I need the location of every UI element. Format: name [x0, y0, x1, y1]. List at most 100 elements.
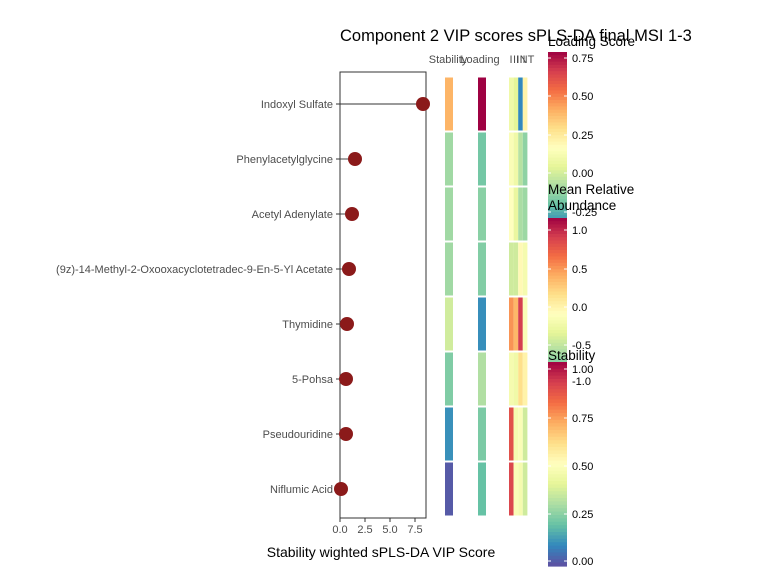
stability-cell: [445, 352, 453, 406]
lollipop-panel-border: [339, 71, 427, 519]
legend-tick-label: 0.5: [572, 264, 587, 276]
legend-color-step: [548, 256, 567, 261]
legend-color-step: [548, 333, 567, 337]
legend-title: Stability: [548, 348, 596, 363]
abundance-cell: [522, 132, 528, 186]
loading-cell: [478, 352, 486, 406]
lollipop-point: [345, 207, 359, 221]
legend-color-step: [548, 151, 567, 155]
legend-color-step: [548, 237, 567, 241]
legend-color-step: [548, 58, 567, 63]
legend-color-step: [548, 358, 567, 363]
abundance-cell: [518, 297, 523, 351]
legend-color-step: [548, 396, 567, 400]
legend-tick-label: 0.25: [572, 130, 593, 142]
legend-color-step: [548, 93, 567, 98]
abundance-cell: [509, 407, 514, 461]
legend-color-step: [548, 521, 567, 526]
abundance-cell: [509, 352, 514, 406]
legend-color-step: [548, 484, 567, 489]
legend-color-step: [548, 375, 567, 380]
legend-color-step: [548, 352, 567, 357]
legend-tick-label: 0.00: [572, 556, 593, 568]
legend-color-step: [548, 180, 567, 184]
legend-color-step: [548, 355, 567, 360]
legend-color-step: [548, 528, 567, 533]
legend-color-step: [548, 164, 567, 168]
legend-title: Abundance: [548, 198, 616, 213]
legend-tick-label: 0.0: [572, 302, 587, 314]
legend-tick-label: 1.0: [572, 225, 587, 237]
legend-color-step: [548, 125, 567, 130]
legend-color-step: [548, 419, 567, 424]
legend-color-step: [548, 542, 567, 547]
legend-color-step: [548, 205, 567, 210]
legend-color-step: [548, 64, 567, 69]
loading-cell: [478, 407, 486, 461]
legend-color-step: [548, 368, 567, 373]
legend-color-step: [548, 288, 567, 293]
legend-color-step: [548, 336, 567, 341]
legend-tick-label: -0.5: [572, 340, 591, 352]
legend-color-step: [548, 447, 567, 451]
legend-title: Mean Relative: [548, 182, 634, 197]
abundance-cell: [513, 352, 519, 406]
y-tick-label: Thymidine: [282, 319, 333, 331]
legend-color-step: [548, 154, 567, 159]
legend-color-step: [548, 202, 567, 207]
chart-title: Component 2 VIP scores sPLS-DA final MSI…: [340, 27, 692, 45]
legend-color-step: [548, 457, 567, 462]
legend-color-step: [548, 372, 567, 377]
abundance-cell: [513, 242, 519, 296]
abundance-cell: [509, 297, 514, 351]
legend-color-step: [548, 282, 567, 286]
legend-color-step: [548, 389, 567, 394]
legend-color-step: [548, 423, 567, 428]
legend-color-step: [548, 385, 567, 390]
abundance-cell: [513, 77, 519, 131]
legend-color-step: [548, 80, 567, 85]
legend-color-step: [548, 314, 567, 318]
legend-color-step: [548, 298, 567, 302]
legend-color-step: [548, 491, 567, 496]
legend-color-step: [548, 304, 567, 309]
stability-cell: [445, 407, 453, 461]
legend-color-step: [548, 173, 567, 178]
y-tick-label: Phenylacetylglycine: [236, 154, 333, 166]
legend-color-step: [548, 148, 567, 152]
legend-color-step: [548, 440, 567, 445]
legend-color-step: [548, 532, 567, 536]
legend-color-step: [548, 132, 567, 136]
legend-color-step: [548, 266, 567, 270]
legend-color-step: [548, 218, 567, 222]
stability-cell: [445, 242, 453, 296]
legend-color-step: [548, 518, 567, 523]
abundance-cell: [518, 187, 523, 241]
legend-tick-label: -0.25: [572, 207, 597, 219]
legend-color-step: [548, 555, 567, 560]
legend-color-step: [548, 291, 567, 296]
legend-color-step: [548, 176, 567, 181]
legend-color-step: [548, 416, 567, 421]
legend-color-step: [548, 215, 567, 219]
legend-color-step: [548, 141, 567, 146]
legend-color-step: [548, 477, 567, 482]
legend-color-step: [548, 52, 567, 56]
legend-color-step: [548, 467, 567, 472]
legend-color-step: [548, 406, 567, 411]
abundance-cell: [522, 407, 528, 461]
abundance-cell: [518, 407, 523, 461]
legend-color-step: [548, 430, 567, 434]
loading-cell: [478, 242, 486, 296]
legend-color-step: [548, 504, 567, 509]
heatmap-column-label: II: [513, 54, 519, 66]
x-axis-title: Stability wighted sPLS-DA VIP Score: [267, 544, 496, 560]
y-tick-label: (9z)-14-Methyl-2-Oxooxacyclotetradec-9-E…: [56, 264, 333, 276]
legend-color-step: [548, 240, 567, 245]
legend-color-step: [548, 275, 567, 280]
legend-color-step: [548, 481, 567, 485]
lollipop-panel: Indoxyl Sulfate Phenylacetylglycine Acetyl…: [56, 71, 430, 536]
legend-color-step: [548, 535, 567, 540]
legend-color-step: [548, 342, 567, 347]
